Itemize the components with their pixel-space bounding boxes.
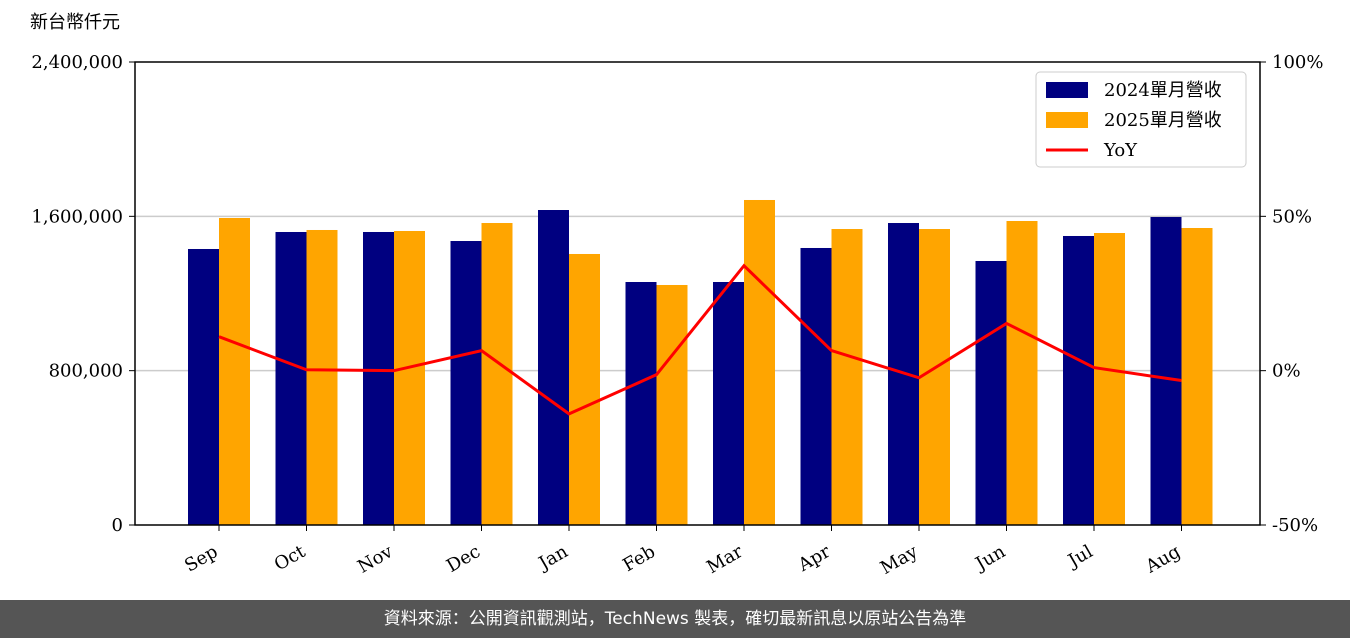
bar — [1150, 217, 1182, 525]
x-tick-label: Dec — [443, 541, 484, 577]
bar — [625, 282, 657, 525]
line — [218, 263, 1182, 416]
bar — [363, 231, 394, 525]
legend-box — [1035, 71, 1247, 168]
bar — [569, 253, 600, 525]
x-tick-label: Aug — [1141, 541, 1184, 578]
legend-swatch — [1046, 112, 1088, 128]
bar — [1063, 235, 1094, 525]
bar — [538, 210, 569, 525]
bar — [219, 217, 250, 525]
x-tick-label: May — [877, 541, 922, 579]
bar — [275, 231, 307, 525]
chart: 新台幣仟元 0 800,000 1,600,000 2,400,000 -50% 0% 50… — [30, 12, 1323, 579]
bar — [744, 199, 775, 525]
y-axis-label: 新台幣仟元 — [30, 12, 120, 33]
x-tick-label: Feb — [619, 541, 659, 576]
y2-tick-label: 50% — [1272, 206, 1312, 227]
bar — [831, 229, 863, 525]
y2-tick-label: 100% — [1272, 52, 1323, 73]
bar — [394, 230, 425, 525]
x-tick-label: Nov — [354, 541, 397, 578]
x-tick-label: Apr — [794, 541, 834, 576]
bar — [188, 248, 219, 525]
y-tick-label: 0 — [112, 515, 123, 536]
legend-swatch — [1046, 82, 1088, 98]
legend-label: YoY — [1103, 140, 1138, 161]
bar — [975, 260, 1007, 525]
x-tick-label: Sep — [181, 541, 221, 576]
legend-label: 2024單月營收 — [1104, 80, 1222, 101]
y2-tick-label: -50% — [1272, 515, 1318, 536]
plot-frame — [134, 61, 1261, 526]
bar — [481, 223, 513, 526]
bar — [306, 229, 338, 526]
legend-label: 2025單月營收 — [1104, 110, 1222, 131]
bar — [656, 284, 688, 525]
x-tick-label: Jan — [534, 541, 572, 575]
bar — [713, 282, 744, 525]
x-tick-label: Jul — [1063, 541, 1097, 573]
bar — [919, 229, 950, 525]
bar — [1181, 228, 1213, 525]
x-tick-label: Mar — [703, 541, 747, 578]
y-tick-label: 1,600,000 — [31, 206, 123, 227]
bar — [1094, 233, 1125, 525]
x-tick-label: Jun — [970, 541, 1009, 576]
y-tick-label: 800,000 — [49, 361, 123, 382]
footer: 資料來源：公開資訊觀測站，TechNews 製表，確切最新訊息以原站公告為準 — [0, 600, 1350, 638]
y2-tick-label: 0% — [1272, 361, 1301, 382]
x-tick-label: Oct — [271, 541, 310, 576]
bar — [1006, 221, 1038, 525]
y-tick-label: 2,400,000 — [31, 52, 123, 73]
bar — [800, 247, 832, 525]
bar — [450, 241, 482, 525]
